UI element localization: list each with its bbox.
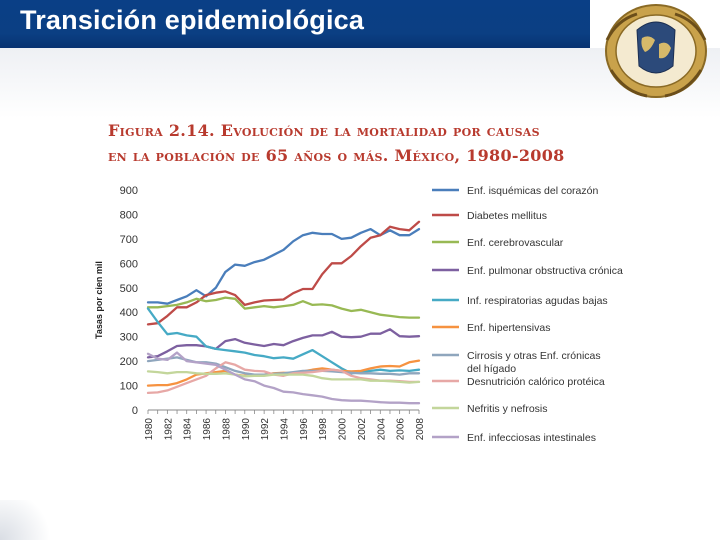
series-line-9 <box>146 370 421 384</box>
y-tick-label: 200 <box>120 356 138 368</box>
series-line-4 <box>146 328 421 359</box>
title-fade <box>0 48 720 118</box>
x-tick-label: 1994 <box>280 418 291 441</box>
x-tick-label: 1984 <box>183 418 194 441</box>
university-emblem-icon <box>605 4 707 98</box>
x-tick-label: 1982 <box>163 418 174 441</box>
x-tick-label: 2000 <box>338 418 349 441</box>
y-tick-label: 800 <box>120 209 138 221</box>
x-tick-label: 2006 <box>396 418 407 441</box>
x-tick-label: 1998 <box>318 418 329 441</box>
title-bar: Transición epidemiológica <box>0 0 590 50</box>
corner-shading <box>0 500 60 540</box>
y-tick-label: 400 <box>120 307 138 319</box>
y-tick-label: 600 <box>120 258 138 270</box>
x-tick-label: 1990 <box>241 418 252 441</box>
legend-label-6: Enf. hipertensivas <box>467 322 550 334</box>
figure-title: Figura 2.14. Evolución de la mortalidad … <box>108 118 668 168</box>
figure-title-line-1: Figura 2.14. Evolución de la mortalidad … <box>108 121 540 140</box>
legend-label-8: Desnutrición calórico protéica <box>467 376 605 388</box>
legend-label-3: Enf. cerebrovascular <box>467 237 564 249</box>
legend-label-9: Nefritis y nefrosis <box>467 403 548 415</box>
x-tick-label: 1996 <box>299 418 310 441</box>
y-tick-label: 0 <box>132 405 138 417</box>
y-tick-label: 500 <box>120 283 138 295</box>
legend-label-10: Enf. infecciosas intestinales <box>467 432 596 444</box>
legend-label-7: Cirrosis y otras Enf. crónicas del hígado <box>467 350 601 375</box>
y-tick-label: 100 <box>120 381 138 393</box>
y-axis-label: Tasas por cien mil <box>94 261 104 339</box>
x-tick-label: 1980 <box>144 418 155 441</box>
y-tick-label: 300 <box>120 332 138 344</box>
x-tick-label: 2004 <box>376 418 387 441</box>
slide-title: Transición epidemiológica <box>20 5 365 35</box>
x-tick-label: 2008 <box>415 418 426 441</box>
x-tick-label: 1988 <box>221 418 232 441</box>
series-line-10 <box>146 351 421 405</box>
legend-label-5: Inf. respiratorias agudas bajas <box>467 295 608 307</box>
legend-label-2: Diabetes mellitus <box>467 210 547 222</box>
series-line-2 <box>146 220 421 326</box>
x-tick-label: 2002 <box>357 418 368 441</box>
series-line-1 <box>146 227 421 305</box>
x-tick-label: 1992 <box>260 418 271 441</box>
y-tick-label: 700 <box>120 234 138 246</box>
series-line-3 <box>146 296 421 319</box>
legend-label-1: Enf. isquémicas del corazón <box>467 185 598 197</box>
y-tick-label: 900 <box>120 185 138 197</box>
legend-label-4: Enf. pulmonar obstructiva crónica <box>467 265 623 277</box>
series-line-5 <box>146 307 421 375</box>
x-tick-label: 1986 <box>202 418 213 441</box>
figure-title-line-2: en la población de 65 años o más. México… <box>108 146 565 165</box>
